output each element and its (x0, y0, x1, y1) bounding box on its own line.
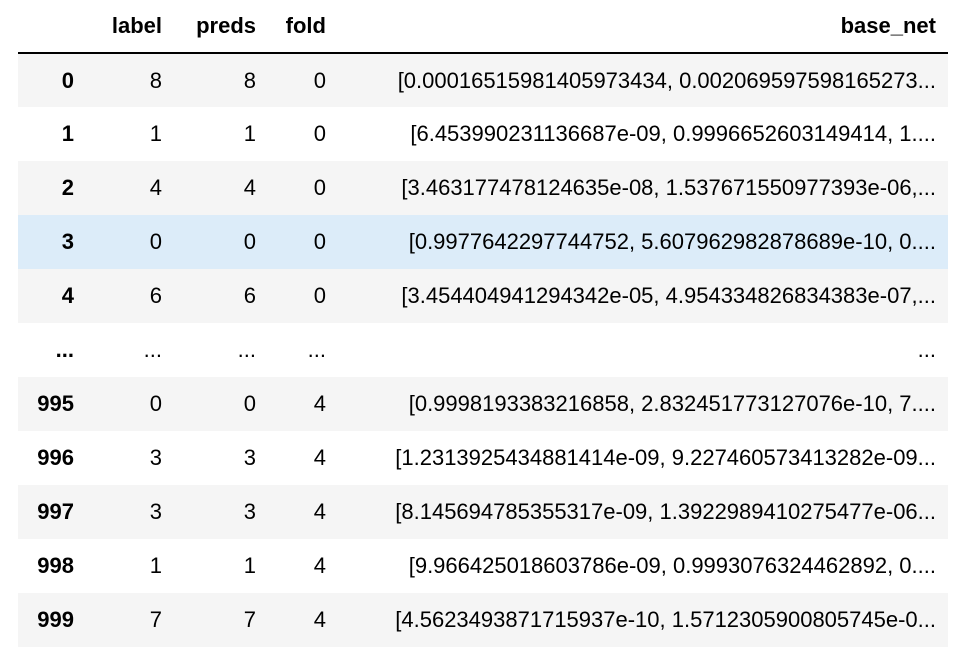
cell-base-net: [6.453990231136687e-09, 0.99966526031494… (410, 121, 936, 146)
table-header: label preds fold base_net (18, 0, 948, 54)
cell-base-net: [1.2313925434881414e-09, 9.2274605734132… (395, 445, 936, 470)
cell-fold: 4 (313, 391, 326, 416)
cell-label: 1 (149, 553, 162, 578)
cell-preds: 4 (243, 175, 256, 200)
cell-fold: 0 (313, 283, 326, 308)
cell-label: 3 (149, 499, 162, 524)
cell-fold: 4 (313, 607, 326, 632)
cell-preds: 3 (243, 499, 256, 524)
cell-preds: 1 (243, 121, 256, 146)
table-row: 1 1 1 0 [6.453990231136687e-09, 0.999665… (18, 107, 948, 161)
cell-fold: 4 (313, 445, 326, 470)
cell-preds: 7 (243, 607, 256, 632)
cell-preds: ... (237, 337, 256, 362)
table-row: 997 3 3 4 [8.145694785355317e-09, 1.3922… (18, 485, 948, 539)
row-index: 1 (61, 121, 74, 146)
cell-fold: 0 (313, 175, 326, 200)
cell-label: 7 (149, 607, 162, 632)
table-row: 996 3 3 4 [1.2313925434881414e-09, 9.227… (18, 431, 948, 485)
table-row: 0 8 8 0 [0.00016515981405973434, 0.00206… (18, 53, 948, 107)
cell-preds: 6 (243, 283, 256, 308)
cell-label: 4 (149, 175, 162, 200)
cell-base-net: [0.00016515981405973434, 0.0020695975981… (397, 67, 936, 93)
cell-preds: 3 (243, 445, 256, 470)
column-header-base-net: base_net (338, 0, 948, 54)
cell-base-net: [4.5623493871715937e-10, 1.5712305900805… (395, 607, 936, 632)
cell-preds: 1 (243, 553, 256, 578)
cell-fold: 0 (313, 229, 326, 254)
cell-preds: 0 (243, 229, 256, 254)
cell-label: 0 (149, 391, 162, 416)
cell-base-net: ... (917, 337, 936, 362)
cell-preds: 0 (243, 391, 256, 416)
cell-base-net: [3.454404941294342e-05, 4.95433482683438… (401, 283, 936, 308)
row-index: 998 (37, 553, 74, 578)
row-index: 996 (37, 445, 74, 470)
header-row: label preds fold base_net (18, 0, 948, 54)
cell-label: 0 (149, 229, 162, 254)
cell-base-net: [8.145694785355317e-09, 1.39229894102754… (395, 499, 936, 524)
table-row: 999 7 7 4 [4.5623493871715937e-10, 1.571… (18, 593, 948, 647)
cell-label: 1 (149, 121, 162, 146)
row-index: 4 (61, 283, 74, 308)
column-header-fold: fold (268, 0, 338, 54)
row-index: 999 (37, 607, 74, 632)
cell-fold: 0 (313, 121, 326, 146)
dataframe-table: label preds fold base_net 0 8 8 0 [0.000… (18, 0, 948, 647)
cell-label: 6 (149, 283, 162, 308)
table-row: 998 1 1 4 [9.966425018603786e-09, 0.9993… (18, 539, 948, 593)
cell-fold: ... (307, 337, 326, 362)
index-header (18, 0, 88, 54)
row-index: 3 (61, 229, 74, 254)
cell-base-net: [0.9977642297744752, 5.607962982878689e-… (408, 229, 936, 254)
cell-label: 3 (149, 445, 162, 470)
table-row-highlighted: 3 0 0 0 [0.9977642297744752, 5.607962982… (18, 215, 948, 269)
cell-base-net: [0.9998193383216858, 2.832451773127076e-… (408, 391, 936, 416)
table-body: 0 8 8 0 [0.00016515981405973434, 0.00206… (18, 53, 948, 647)
table-row: 995 0 0 4 [0.9998193383216858, 2.8324517… (18, 377, 948, 431)
row-index: 997 (37, 499, 74, 524)
column-header-preds: preds (174, 0, 268, 54)
cell-preds: 8 (243, 67, 256, 93)
cell-label: ... (143, 337, 162, 362)
row-index: ... (55, 337, 74, 362)
cell-fold: 0 (313, 67, 326, 93)
cell-fold: 4 (313, 553, 326, 578)
cell-base-net: [9.966425018603786e-09, 0.99930763244628… (408, 553, 936, 578)
cell-fold: 4 (313, 499, 326, 524)
cell-label: 8 (149, 67, 162, 93)
table-row: 2 4 4 0 [3.463177478124635e-08, 1.537671… (18, 161, 948, 215)
column-header-label: label (88, 0, 174, 54)
row-index: 2 (61, 175, 74, 200)
row-index: 0 (61, 67, 74, 93)
table-row: 4 6 6 0 [3.454404941294342e-05, 4.954334… (18, 269, 948, 323)
row-index: 995 (37, 391, 74, 416)
cell-base-net: [3.463177478124635e-08, 1.53767155097739… (401, 175, 936, 200)
ellipsis-row: ... ... ... ... ... (18, 323, 948, 377)
